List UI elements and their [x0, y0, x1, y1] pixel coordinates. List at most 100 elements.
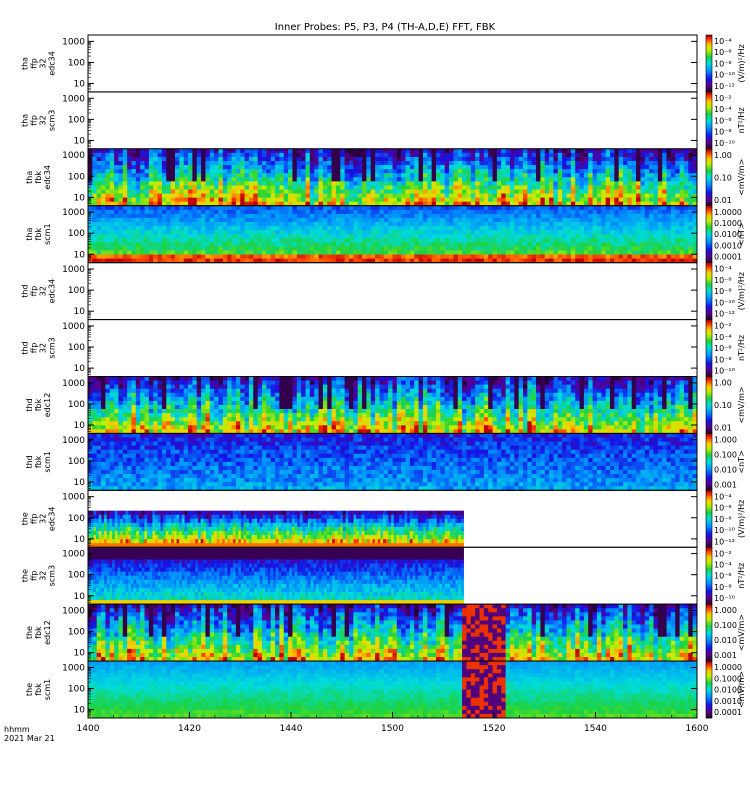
heat-cell — [153, 246, 158, 250]
heat-cell — [101, 222, 106, 226]
heat-cell — [671, 206, 676, 210]
heat-cell — [292, 153, 297, 157]
heat-cell — [245, 177, 250, 181]
heat-cell — [205, 226, 210, 230]
heat-cell — [336, 157, 341, 161]
heat-cell — [240, 255, 245, 259]
panel-tha-fbk-edc34: 100010010tha fbk edc341.000.100.01<mV/m> — [25, 149, 746, 206]
heat-cell — [601, 169, 606, 173]
heat-cell — [197, 413, 202, 417]
heat-cell — [179, 185, 184, 189]
heat-cell — [649, 246, 654, 250]
heat-cell — [97, 177, 102, 181]
heat-cell — [410, 238, 415, 242]
heat-cell — [580, 250, 585, 254]
heat-cell — [654, 230, 659, 234]
heat-cell — [110, 198, 115, 202]
heat-cell — [480, 226, 485, 230]
heat-cell — [393, 222, 398, 226]
heat-cell — [171, 153, 176, 157]
heat-cell — [540, 255, 545, 259]
heat-cell — [101, 198, 106, 202]
heat-cell — [580, 149, 585, 153]
heat-cell — [580, 238, 585, 242]
heat-cell — [567, 230, 572, 234]
heat-cell — [449, 234, 454, 238]
heat-cell — [110, 210, 115, 214]
heat-cell — [253, 165, 258, 169]
heat-cell — [449, 181, 454, 185]
colorbar-unit: (V/m)²/Hz — [737, 44, 746, 82]
heat-cell — [123, 185, 128, 189]
heat-cell — [92, 238, 97, 242]
heat-cell — [153, 389, 158, 393]
heat-cell — [345, 210, 350, 214]
heat-cell — [236, 149, 241, 153]
heat-cell — [332, 230, 337, 234]
heat-cell — [588, 169, 593, 173]
heat-cell — [153, 393, 158, 397]
heat-cell — [205, 222, 210, 226]
heat-cell — [375, 185, 380, 189]
colorbar-tick-label: 10⁻⁸ — [714, 287, 732, 296]
heat-cell — [323, 161, 328, 165]
heat-cell — [497, 206, 502, 210]
heat-cell — [327, 255, 332, 259]
heat-cell — [580, 246, 585, 250]
heat-cell — [523, 214, 528, 218]
colorbar-tick-label: 0.01 — [714, 196, 732, 205]
heat-cell — [645, 230, 650, 234]
heat-cell — [471, 177, 476, 181]
heat-cell — [327, 153, 332, 157]
heat-cell — [288, 169, 293, 173]
heat-cell — [97, 153, 102, 157]
heat-cell — [192, 255, 197, 259]
heat-cell — [240, 210, 245, 214]
panel-label-line: scm3 — [48, 337, 57, 358]
heat-cell — [558, 246, 563, 250]
heat-cell — [271, 417, 276, 421]
heat-cell — [258, 246, 263, 250]
chart-title: Inner Probes: P5, P3, P4 (TH-A,D,E) FFT,… — [275, 22, 496, 33]
heat-cell — [166, 401, 171, 405]
heat-cell — [514, 206, 519, 210]
heat-cell — [205, 377, 210, 381]
heat-cell — [527, 198, 532, 202]
heat-cell — [258, 189, 263, 193]
heat-cell — [593, 246, 598, 250]
heat-cell — [480, 165, 485, 169]
heat-cell — [118, 194, 123, 198]
heat-cell — [480, 161, 485, 165]
heat-cell — [667, 242, 672, 246]
heat-cell — [567, 234, 572, 238]
heat-cell — [423, 149, 428, 153]
heat-cell — [201, 255, 206, 259]
heat-cell — [662, 185, 667, 189]
heat-cell — [314, 226, 319, 230]
heat-cell — [349, 206, 354, 210]
heat-cell — [179, 417, 184, 421]
heat-cell — [362, 177, 367, 181]
heat-cell — [536, 165, 541, 169]
heat-cell — [127, 425, 132, 429]
heat-cell — [671, 255, 676, 259]
heat-cell — [519, 189, 524, 193]
heat-cell — [284, 242, 289, 246]
heat-cell — [584, 230, 589, 234]
heat-cell — [101, 417, 106, 421]
heat-cell — [258, 165, 263, 169]
heat-cell — [632, 181, 637, 185]
heat-cell — [536, 185, 541, 189]
heat-cell — [236, 169, 241, 173]
heat-cell — [175, 169, 180, 173]
heat-cell — [484, 161, 489, 165]
heat-cell — [132, 189, 137, 193]
heat-cell — [110, 226, 115, 230]
heat-cell — [440, 242, 445, 246]
heat-cell — [688, 157, 693, 161]
heat-cell — [101, 157, 106, 161]
heat-cell — [179, 401, 184, 405]
heat-cell — [462, 177, 467, 181]
heat-cell — [379, 226, 384, 230]
heat-cell — [240, 149, 245, 153]
